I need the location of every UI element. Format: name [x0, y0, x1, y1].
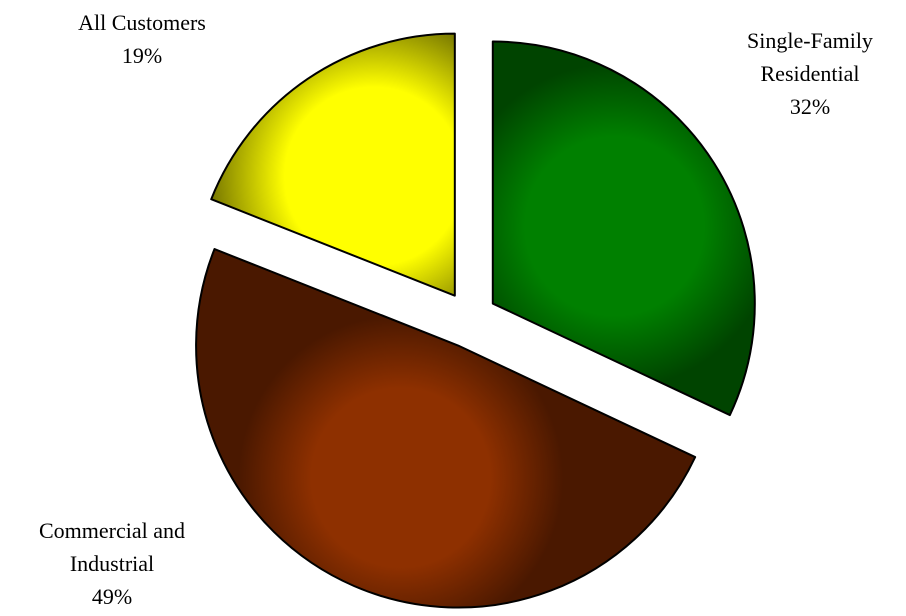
pie-slice-single-family [491, 40, 756, 417]
slice-label-all-customers: All Customers 19% [78, 10, 206, 68]
slice-value-commercial: 49% [92, 584, 132, 609]
slice-name-single-family: Single-Family [747, 28, 873, 53]
slice-value-all-customers: 19% [122, 43, 162, 68]
pie-slice-commercial [195, 248, 697, 609]
pie-slices [195, 32, 756, 609]
slice-name-commercial: Industrial [70, 551, 154, 576]
pie-slice-all-customers [210, 32, 456, 297]
slice-name-single-family: Residential [761, 61, 860, 86]
slice-label-single-family: Single-Family Residential 32% [747, 28, 873, 119]
pie-labels: Single-Family Residential 32% Commercial an… [39, 10, 873, 609]
slice-name-all-customers: All Customers [78, 10, 206, 35]
slice-label-commercial: Commercial and Industrial 49% [39, 518, 185, 609]
slice-name-commercial: Commercial and [39, 518, 185, 543]
slice-value-single-family: 32% [790, 94, 830, 119]
